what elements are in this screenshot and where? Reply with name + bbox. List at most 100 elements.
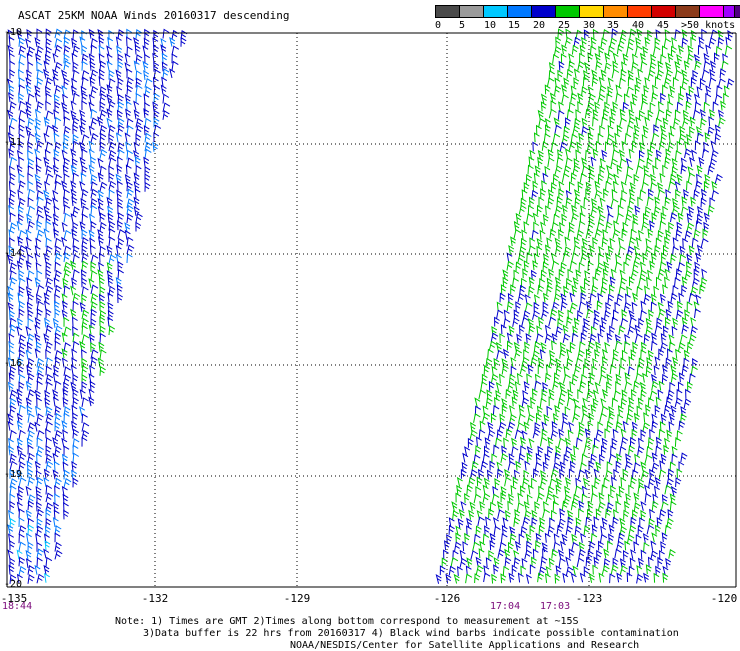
- wind-barb: [670, 485, 677, 496]
- wind-barb: [63, 188, 70, 199]
- wind-barb: [578, 500, 585, 511]
- wind-barb: [25, 485, 32, 496]
- wind-barb: [36, 196, 44, 207]
- wind-barb: [670, 365, 677, 376]
- wind-barb: [72, 92, 80, 103]
- wind-barb: [469, 429, 478, 440]
- wind-barb: [153, 132, 160, 143]
- wind-barb: [532, 350, 540, 360]
- wind-barb: [8, 229, 15, 240]
- wind-barb: [99, 300, 106, 311]
- wind-barb: [674, 29, 682, 39]
- wind-barb: [631, 469, 639, 480]
- wind-barb: [619, 117, 627, 128]
- wind-barb: [633, 380, 641, 391]
- wind-barb: [152, 76, 159, 87]
- wind-barb: [63, 125, 71, 136]
- wind-barb: [565, 556, 572, 567]
- wind-barb: [675, 189, 681, 200]
- wind-barb: [501, 397, 508, 408]
- wind-barb: [169, 68, 176, 79]
- wind-barb: [509, 526, 516, 537]
- wind-barb: [565, 117, 571, 128]
- wind-barb: [696, 173, 702, 184]
- wind-barb: [679, 245, 686, 256]
- wind-barb: [636, 286, 643, 296]
- wind-barb: [45, 341, 53, 352]
- wind-barb: [546, 237, 553, 248]
- wind-barb: [34, 421, 41, 432]
- wind-barb: [599, 533, 608, 544]
- wind-barb: [36, 413, 44, 423]
- wind-barb: [626, 285, 633, 296]
- wind-barb: [81, 134, 90, 144]
- wind-barb: [61, 437, 68, 448]
- wind-barb: [517, 572, 524, 583]
- wind-barb: [435, 574, 442, 584]
- wind-barb: [72, 340, 80, 351]
- wind-barb: [53, 148, 60, 159]
- wind-barb: [615, 493, 622, 504]
- wind-barb: [676, 388, 683, 399]
- wind-barb: [508, 373, 516, 384]
- wind-barb: [508, 572, 515, 583]
- wind-barb: [616, 124, 623, 135]
- wind-barb: [43, 253, 50, 264]
- wind-barb: [61, 236, 68, 247]
- y-tick-label: -11: [4, 137, 23, 148]
- wind-barb: [606, 93, 613, 104]
- wind-barb: [655, 445, 662, 456]
- wind-barb: [161, 76, 168, 87]
- wind-barb: [551, 301, 560, 312]
- wind-barb: [18, 84, 26, 95]
- wind-barb: [25, 245, 32, 256]
- wind-barb: [680, 406, 687, 416]
- wind-barb: [9, 324, 17, 335]
- wind-barb: [615, 84, 622, 95]
- wind-barb: [677, 262, 685, 272]
- wind-barb: [604, 252, 611, 263]
- wind-barb: [500, 284, 507, 295]
- wind-barb: [571, 252, 579, 263]
- wind-barb: [459, 557, 468, 568]
- wind-barb: [580, 374, 588, 384]
- wind-barb: [571, 541, 579, 552]
- wind-barb: [702, 148, 710, 159]
- wind-barb: [537, 156, 544, 167]
- wind-barb: [586, 101, 595, 112]
- wind-barb: [543, 253, 550, 264]
- wind-barb: [25, 325, 32, 336]
- wind-barb: [16, 501, 23, 512]
- wind-barb: [126, 244, 135, 255]
- wind-barb: [650, 550, 658, 561]
- wind-barb: [513, 341, 520, 352]
- wind-barb: [555, 445, 562, 456]
- wind-barb: [655, 149, 662, 160]
- wind-barb: [584, 358, 591, 369]
- wind-barb: [601, 237, 609, 248]
- wind-barb: [598, 246, 605, 256]
- wind-barb: [654, 405, 661, 415]
- wind-barb: [686, 222, 695, 233]
- wind-barb: [577, 60, 585, 71]
- wind-barb: [538, 316, 544, 327]
- wind-barb: [18, 92, 24, 103]
- wind-barb: [63, 366, 71, 376]
- wind-barb: [27, 309, 34, 320]
- wind-barb: [542, 213, 549, 224]
- wind-barb: [624, 460, 633, 471]
- wind-barb: [647, 437, 655, 448]
- wind-barb: [680, 452, 688, 463]
- wind-barb: [549, 228, 557, 239]
- wind-barb: [613, 309, 619, 320]
- wind-barb: [675, 229, 683, 240]
- wind-barb: [8, 84, 15, 95]
- wind-barb: [630, 269, 639, 279]
- wind-barb: [514, 381, 521, 391]
- wind-barb: [491, 573, 498, 584]
- wind-barb: [97, 236, 104, 247]
- wind-barb: [45, 556, 53, 567]
- wind-barb: [599, 197, 606, 208]
- wind-barb: [16, 492, 23, 503]
- wind-barb: [81, 277, 88, 288]
